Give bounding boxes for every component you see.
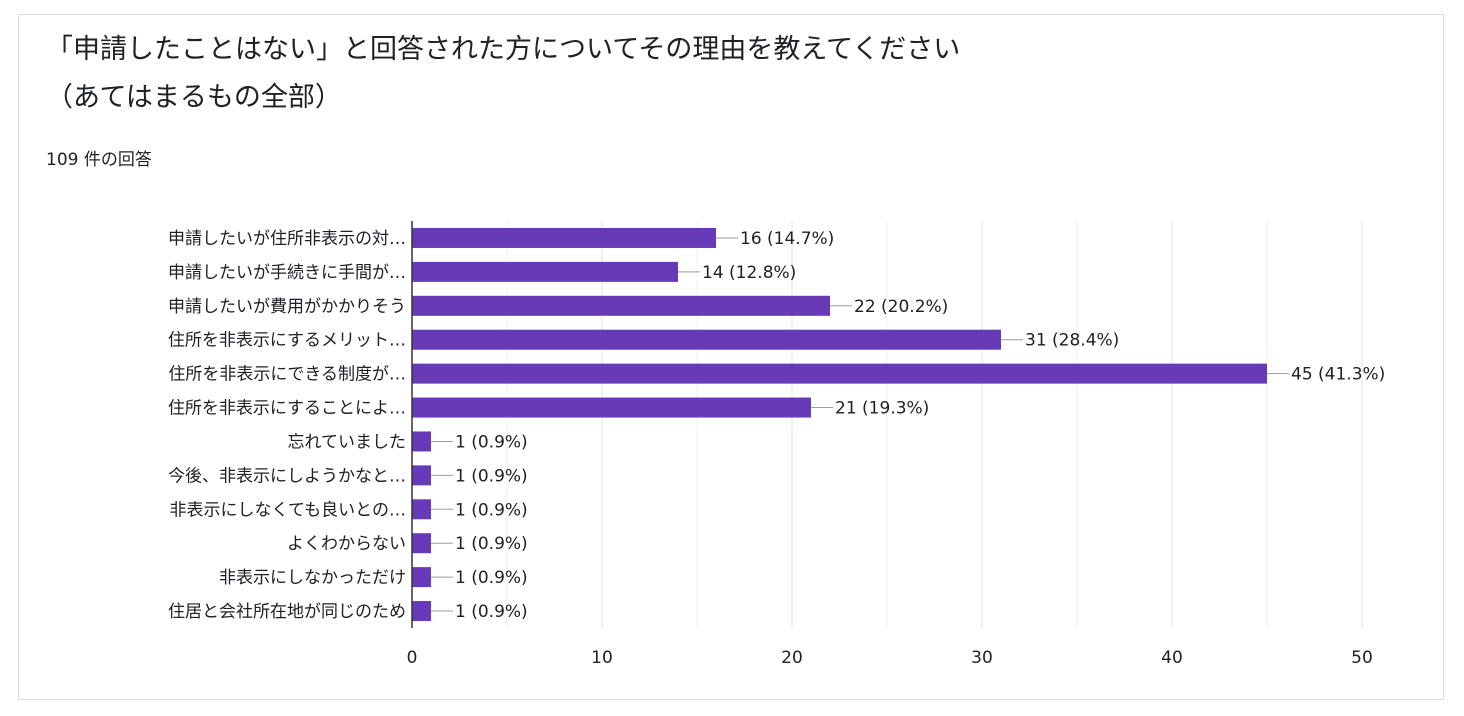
category-label: 申請したいが住所非表示の対… [168,229,406,249]
category-label: 非表示にしなかっただけ [219,568,406,588]
value-label: 1 (0.9%) [455,500,528,520]
category-label: 今後、非表示にしようかなと… [168,466,406,486]
bar [412,465,431,486]
value-label: 22 (20.2%) [854,297,948,317]
bar [412,363,1267,384]
value-label: 1 (0.9%) [455,466,528,486]
category-label: 住居と会社所在地が同じのため [168,602,406,622]
category-label: 忘れていました [288,432,407,452]
bar [412,295,830,316]
x-tick-label: 40 [1161,648,1183,668]
value-label: 45 (41.3%) [1291,365,1385,385]
value-label: 21 (19.3%) [835,399,929,419]
value-label: 1 (0.9%) [455,534,528,554]
category-label: 申請したいが費用がかかりそう [168,297,406,317]
bar [412,397,811,418]
bar [412,567,431,588]
value-label: 31 (28.4%) [1025,331,1119,351]
x-tick-label: 50 [1351,648,1373,668]
bar [412,329,1001,350]
category-label: 住所を非表示にするメリット… [168,331,406,351]
chart-card [18,14,1444,700]
category-label: よくわからない [287,534,406,554]
category-label: 住所を非表示にできる制度が… [168,365,406,385]
question-title-line-2: （あてはまるもの全部） [46,82,342,113]
question-title-line-1: 「申請したことはない」と回答された方についてその理由を教えてください [46,34,961,65]
bar [412,431,431,452]
bar [412,601,431,622]
value-label: 1 (0.9%) [455,432,528,452]
bar [412,227,716,248]
category-label: 申請したいが手続きに手間が… [168,263,406,283]
bar [412,261,678,282]
x-tick-label: 10 [591,648,613,668]
value-label: 14 (12.8%) [702,263,796,283]
value-label: 1 (0.9%) [455,602,528,622]
response-count: 109 件の回答 [46,150,152,170]
x-tick-label: 0 [407,648,418,668]
category-label: 非表示にしなくても良いとの… [170,500,406,520]
category-label: 住所を非表示にすることによ… [168,399,406,419]
bar [412,499,431,520]
value-label: 16 (14.7%) [740,229,834,249]
bar [412,533,431,554]
x-tick-label: 30 [971,648,993,668]
x-tick-label: 20 [781,648,803,668]
value-label: 1 (0.9%) [455,568,528,588]
